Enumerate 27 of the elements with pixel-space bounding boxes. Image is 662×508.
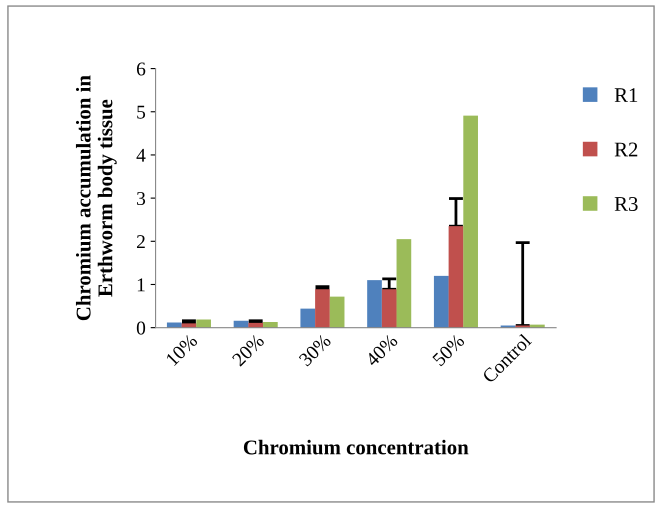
y-tick-label: 5 xyxy=(137,106,146,119)
y-tick-label: 6 xyxy=(136,62,146,76)
legend-label: R1 xyxy=(614,88,638,102)
bar xyxy=(448,226,464,328)
bar xyxy=(382,289,397,328)
y-tick-label: 4 xyxy=(136,148,146,162)
y-tick-label: 0 xyxy=(136,321,146,335)
x-tick-label: 50% xyxy=(432,333,466,367)
legend-label: R2 xyxy=(614,142,638,156)
x-tick-label: 40% xyxy=(364,333,398,368)
x-axis-title: Chromium concentration xyxy=(244,440,468,454)
bar xyxy=(196,319,211,328)
bar xyxy=(367,280,382,328)
x-tick-label: 30% xyxy=(298,333,332,367)
bar xyxy=(463,116,478,328)
x-tick-label: 20% xyxy=(231,333,265,367)
y-axis-title: Chromium accumulation in Erthworm body tissue xyxy=(76,75,117,320)
bar xyxy=(315,289,330,328)
legend-label: R3 xyxy=(614,196,638,211)
bar xyxy=(330,296,344,328)
bar xyxy=(434,276,449,328)
y-tick-label: 1 xyxy=(138,278,145,292)
bar xyxy=(396,239,412,328)
y-tick-label: 3 xyxy=(137,192,146,206)
y-tick-label: 2 xyxy=(136,235,145,248)
x-tick-label: 10% xyxy=(165,333,198,366)
bar xyxy=(300,308,316,328)
